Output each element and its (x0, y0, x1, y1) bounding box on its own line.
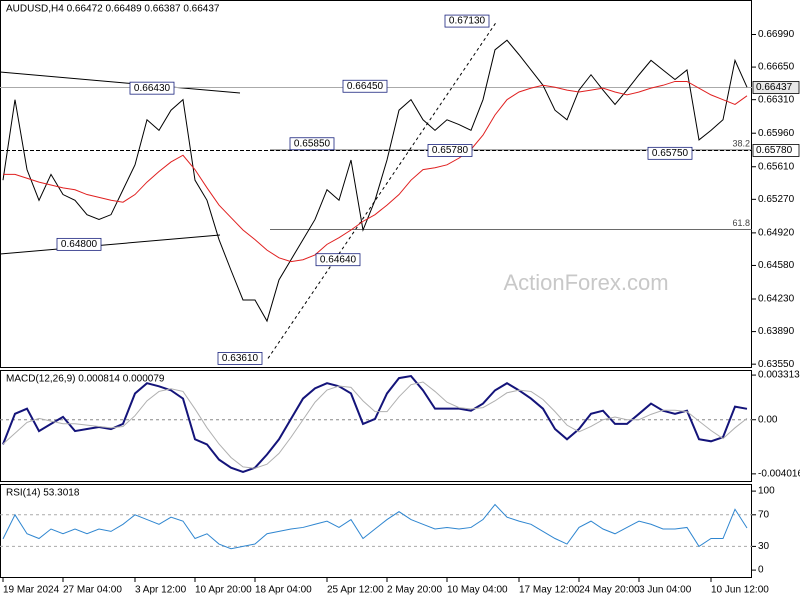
annotation-box (427, 144, 473, 157)
y-tick-label: 0.64580 (758, 260, 795, 271)
x-tick-label: 2 May 20:00 (387, 585, 442, 596)
x-tick-label: 27 Mar 04:00 (63, 585, 122, 596)
annotation-box (217, 352, 263, 365)
y-tick-label: 100 (758, 486, 775, 497)
x-tick-label: 3 Apr 12:00 (135, 585, 187, 596)
rsi-panel (0, 484, 752, 578)
series-line (3, 80, 748, 263)
annotation-label: 0.65780 (432, 145, 469, 156)
watermark: ActionForex.com (503, 270, 668, 295)
macd-panel (0, 370, 752, 482)
annotation-box (129, 81, 175, 95)
x-tick-label: 25 Apr 12:00 (327, 585, 384, 596)
y-tick-label: 0.65960 (758, 128, 795, 139)
y-tick-label: 0.64230 (758, 294, 795, 305)
fib-label: 61.8 (732, 218, 750, 228)
y-tick-label: -0.004016 (758, 469, 800, 480)
panel-title: AUDUSD,H4 0.66472 0.66489 0.66387 0.6643… (6, 4, 220, 15)
y-tick-label: 30 (758, 541, 770, 552)
annotation-label: 0.64800 (61, 239, 98, 250)
fib-diagonal (267, 20, 498, 359)
x-tick-label: 3 Jun 04:00 (639, 585, 692, 596)
annotation-box (56, 237, 102, 251)
price-marker-box (752, 144, 800, 157)
x-tick-label: 24 May 20:00 (579, 585, 640, 596)
y-tick-label: 0 (758, 565, 764, 576)
x-tick-label: 17 May 12:00 (519, 585, 580, 596)
price-marker-label: 0.65780 (756, 145, 793, 156)
price-marker-label: 0.66437 (756, 82, 793, 93)
y-tick-label: 70 (758, 509, 770, 520)
annotation-label: 0.66450 (347, 81, 384, 92)
x-tick-label: 10 Apr 20:00 (195, 585, 252, 596)
annotation-label: 0.63610 (222, 353, 259, 364)
y-tick-label: 0.66990 (758, 29, 795, 40)
x-tick-label: 10 May 04:00 (447, 585, 508, 596)
y-tick-label: 0.66310 (758, 94, 795, 105)
annotation-label: 0.66430 (134, 83, 171, 94)
y-tick-label: 0.00 (758, 414, 778, 425)
annotation-box (342, 79, 388, 93)
y-tick-label: 0.65610 (758, 161, 795, 172)
annotation-box (444, 14, 490, 28)
annotation-label: 0.67130 (449, 16, 486, 27)
series-line (2, 381, 748, 469)
x-tick-label: 18 Apr 04:00 (255, 585, 312, 596)
y-tick-label: 0.66650 (758, 62, 795, 73)
annotation-box (289, 137, 335, 151)
series-line (2, 39, 748, 323)
y-tick-label: 0.63550 (758, 359, 795, 370)
annotation-label: 0.64640 (320, 254, 357, 265)
fib-label: 38.2 (732, 138, 750, 148)
x-tick-label: 19 Mar 2024 (3, 585, 60, 596)
y-tick-label: 0.63890 (758, 326, 795, 337)
y-tick-label: 0.65270 (758, 194, 795, 205)
panel-title: RSI(14) 53.3018 (6, 488, 80, 499)
price-panel (0, 0, 752, 368)
series-line (2, 374, 748, 473)
annotation-box (647, 146, 693, 160)
annotation-box (315, 253, 361, 267)
panel-title: MACD(12,26,9) 0.000814 0.000079 (6, 374, 165, 385)
annotation-label: 0.65750 (652, 148, 689, 159)
y-tick-label: 0.003313 (758, 370, 800, 381)
series-line (2, 503, 748, 550)
x-tick-label: 10 Jun 12:00 (711, 585, 769, 596)
annotation-label: 0.65850 (294, 138, 331, 149)
y-tick-label: 0.64920 (758, 228, 795, 239)
price-marker-box (752, 81, 800, 94)
trend-line (0, 234, 221, 255)
trend-line (0, 71, 241, 94)
